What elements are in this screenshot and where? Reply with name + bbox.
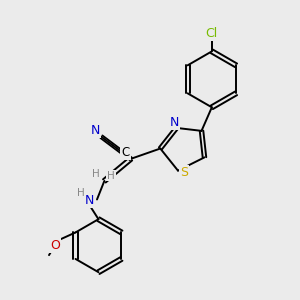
Text: S: S — [181, 166, 188, 178]
Text: H: H — [77, 188, 85, 198]
Text: C: C — [122, 146, 130, 159]
Text: H: H — [92, 169, 100, 179]
Text: N: N — [90, 124, 100, 137]
Text: N: N — [85, 194, 94, 207]
Text: N: N — [170, 116, 179, 129]
Text: H: H — [107, 171, 115, 181]
Text: Cl: Cl — [206, 27, 218, 40]
Text: O: O — [50, 238, 60, 252]
